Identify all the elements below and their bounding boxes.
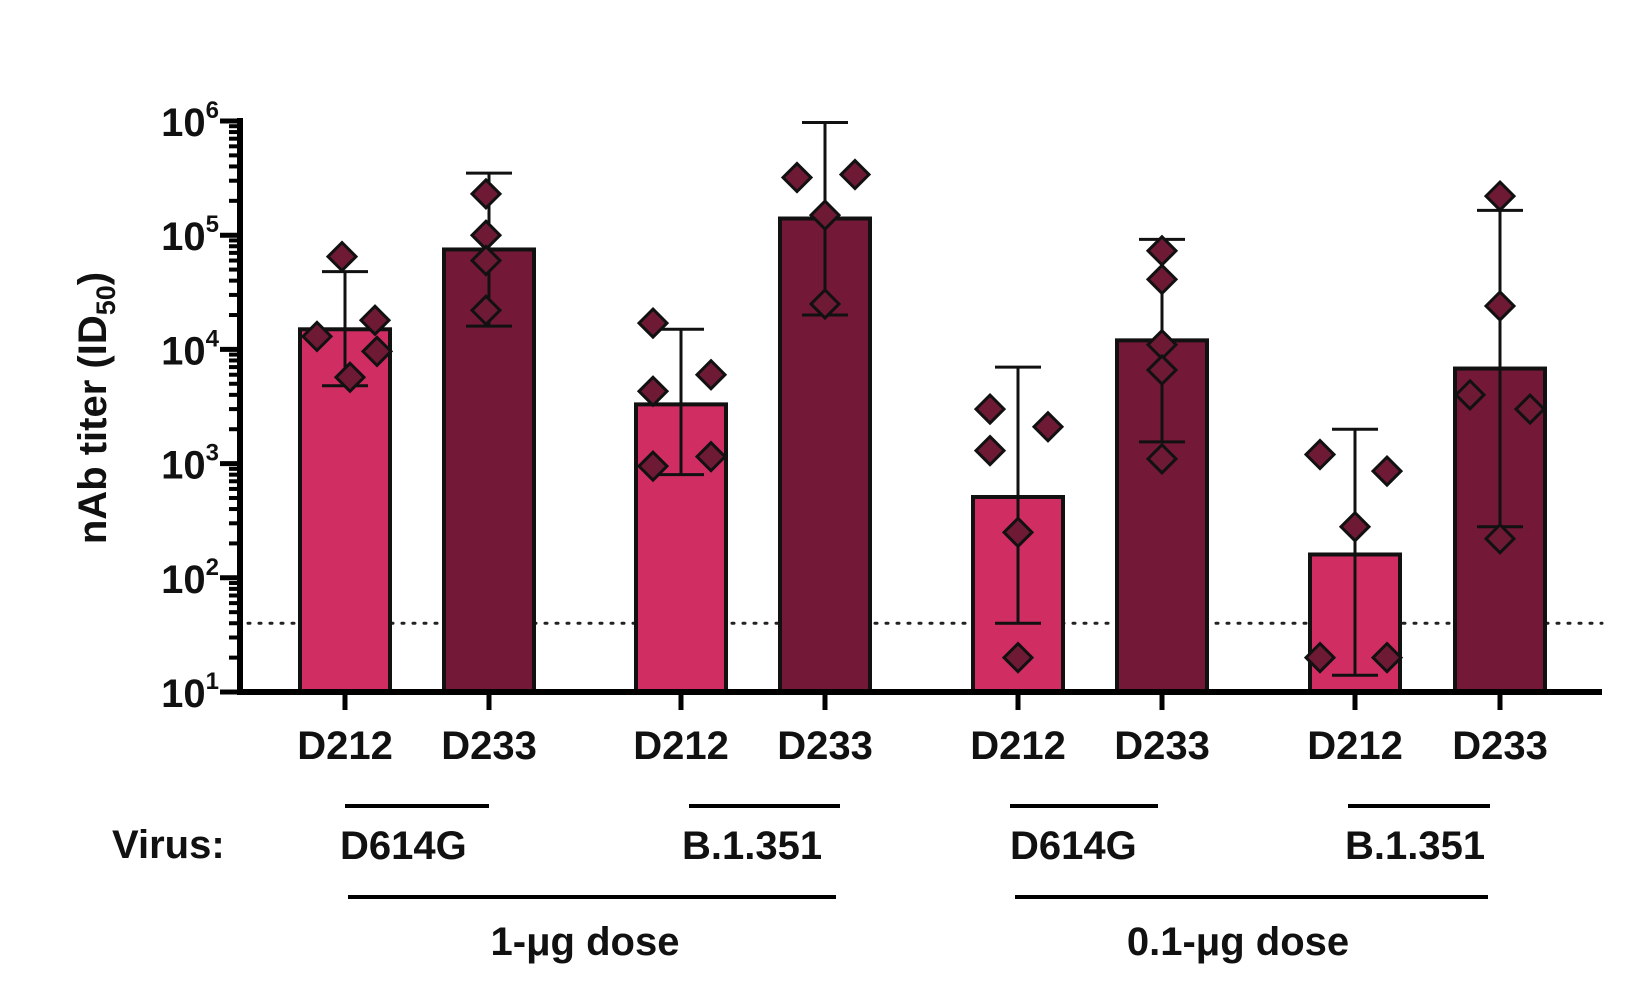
data-point (358, 304, 392, 337)
data-point (973, 434, 1007, 467)
data-point (469, 294, 503, 327)
data-point (1483, 522, 1517, 555)
dose-group-label: 0.1-μg dose (1127, 920, 1349, 964)
virus-group-label: B.1.351 (1345, 824, 1485, 868)
data-point (636, 306, 670, 340)
data-point (838, 158, 872, 191)
virus-row-label: Virus: (112, 823, 225, 867)
data-point (1145, 263, 1179, 296)
data-point (1145, 234, 1179, 267)
y-tick-label-base: 10 (161, 672, 206, 716)
y-axis-title-subscript: 50 (91, 285, 121, 315)
virus-group-label: D614G (1010, 824, 1137, 868)
x-category-label: D233 (1114, 724, 1210, 768)
data-point (1513, 392, 1547, 426)
data-point (973, 392, 1007, 426)
data-point (1483, 289, 1517, 323)
y-tick-label: 104 (161, 325, 220, 373)
y-axis-title-main: nAb titer (ID (71, 315, 115, 544)
x-category-label: D212 (633, 724, 729, 768)
data-point (469, 177, 503, 211)
y-tick-label-exponent: 3 (206, 440, 219, 467)
y-tick-label: 106 (161, 97, 219, 145)
y-tick-label-base: 10 (161, 558, 206, 602)
y-tick-label-base: 10 (161, 329, 206, 373)
data-point (1483, 179, 1517, 213)
y-tick-label-base: 10 (161, 101, 206, 145)
bars-layer (298, 216, 1547, 694)
data-point (636, 450, 670, 483)
data-point (808, 198, 842, 232)
y-axis-title: nAb titer (ID50) (71, 272, 121, 544)
y-tick-label-exponent: 2 (206, 554, 219, 581)
y-axis-title-text: nAb titer (ID50) (71, 272, 121, 544)
virus-group-label: B.1.351 (682, 824, 822, 868)
bar-1-d212 (298, 327, 392, 694)
y-tick-label: 103 (161, 440, 219, 488)
data-point (469, 244, 503, 277)
y-tick-label-exponent: 4 (206, 325, 220, 352)
data-point (1145, 442, 1179, 475)
x-category-label: D212 (297, 724, 393, 768)
virus-group-label: D614G (340, 824, 467, 868)
data-point (1303, 438, 1337, 471)
y-tick-label: 101 (161, 668, 219, 716)
data-point (1453, 378, 1487, 411)
data-point (636, 375, 670, 408)
bar-4-d233 (778, 216, 872, 694)
x-category-label: D233 (777, 724, 873, 768)
y-tick-label-base: 10 (161, 444, 206, 488)
y-tick-label: 105 (161, 211, 219, 259)
data-point (1001, 641, 1035, 674)
y-tick-label-exponent: 1 (206, 668, 219, 695)
y-tick-label-exponent: 5 (206, 211, 219, 238)
dose-group-label: 1-μg dose (491, 920, 680, 964)
y-tick-label-base: 10 (161, 215, 206, 259)
data-point (325, 240, 359, 273)
x-category-label: D212 (1307, 724, 1403, 768)
data-point (1001, 516, 1035, 549)
data-point (360, 335, 394, 368)
data-point (1370, 641, 1404, 674)
labels-layer: D212 D233 D212 D233 D212 D233 D212 D233 Virus: D6… (112, 724, 1548, 964)
data-point (1370, 454, 1404, 488)
y-tick-label: 102 (161, 554, 219, 602)
data-point (1338, 510, 1372, 543)
y-axis-title-close: ) (71, 272, 115, 285)
x-category-label: D212 (970, 724, 1066, 768)
data-point (300, 320, 334, 353)
data-point (780, 161, 814, 194)
data-point (333, 361, 367, 394)
data-point (1145, 353, 1179, 387)
y-tick-label-exponent: 6 (206, 97, 219, 124)
data-point (694, 440, 728, 473)
x-category-label: D233 (441, 724, 537, 768)
data-point (808, 287, 842, 321)
points-layer (300, 158, 1547, 674)
data-point (694, 358, 728, 391)
data-point (1031, 410, 1065, 443)
data-point (1303, 641, 1337, 674)
x-category-label: D233 (1452, 724, 1548, 768)
